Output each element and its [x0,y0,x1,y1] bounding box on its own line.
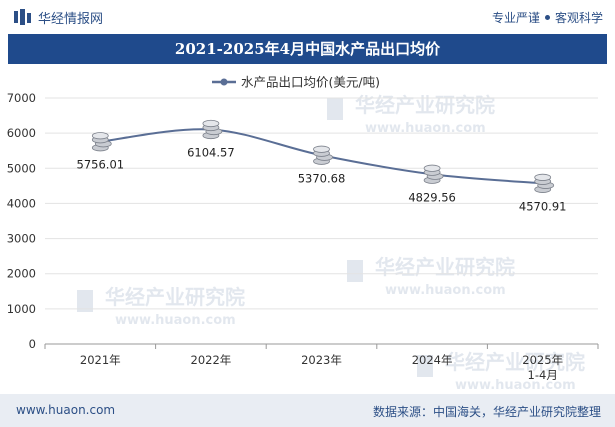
huajing-logo-icon [14,9,31,25]
data-point-coin-icon [202,119,223,140]
footer-url[interactable]: www.huaon.com [16,403,116,417]
watermark-url: www.huaon.com [455,378,576,393]
y-tick-label: 1000 [7,302,36,316]
data-source: 数据来源：中国海关，华经产业研究院整理 [372,405,601,419]
watermark-logo-icon [417,355,433,377]
watermark-group: 华经产业研究院 www.huaon.com 华经产业研究院 www.huaon.com… [77,93,585,393]
x-tick-label: 2022年 [191,353,232,367]
coin-top [202,119,220,128]
tagline-right: 客观科学 [554,11,603,25]
line-chart: 华经产业研究院 www.huaon.com 华经产业研究院 www.huaon.com… [7,75,599,393]
data-label: 4570.91 [519,199,567,213]
watermark-text: 华经产业研究院 [105,285,245,309]
data-point-coin-icon [534,173,555,193]
legend-label: 水产品出口均价(美元/吨) [241,75,380,90]
watermark-url: www.huaon.com [365,121,486,136]
y-tick-label: 4000 [7,196,36,210]
data-point-coin-icon [91,132,112,152]
y-tick-label: 7000 [7,91,36,105]
y-tick-label: 5000 [7,161,36,175]
watermark-logo-icon [77,290,93,312]
data-label: 6104.57 [187,145,235,159]
watermark-text: 华经产业研究院 [355,93,495,117]
brand-name: 华经情报网 [38,12,104,27]
data-label: 4829.56 [408,190,456,204]
x-tick-label: 2023年 [301,353,342,367]
footer: www.huaon.com 数据来源：中国海关，华经产业研究院整理 [0,394,615,427]
x-tick-label: 1-4月 [528,368,558,382]
watermark-logo-icon [327,98,343,120]
coin-top [534,173,552,181]
data-point-coin-icon [423,164,444,184]
tagline: 专业严谨 客观科学 [492,9,603,26]
watermark-text: 华经产业研究院 [445,350,585,374]
coin-top [423,164,441,172]
legend-marker [220,78,228,86]
top-bar: 华经情报网 专业严谨 客观科学 [0,0,615,34]
coin-top [313,145,330,153]
watermark-url: www.huaon.com [385,283,506,298]
chart-title: 2021-2025年4月中国水产品出口均价 [8,34,607,64]
x-tick-label: 2021年 [80,353,121,367]
coin-top [91,132,109,140]
y-tick-label: 2000 [7,267,36,281]
data-label: 5756.01 [77,158,125,172]
data-point-coin-icon [313,145,333,165]
tagline-left: 专业严谨 [491,11,540,25]
data-label: 5370.68 [298,171,346,185]
y-tick-label: 3000 [7,232,36,246]
y-tick-label: 6000 [7,126,36,140]
y-tick-label: 0 [29,337,36,351]
watermark-logo-icon [347,260,363,282]
dot-separator-icon [544,15,550,20]
x-tick-label: 2025年 [522,353,563,367]
watermark-text: 华经产业研究院 [375,255,515,279]
watermark-url: www.huaon.com [115,313,236,328]
x-tick-label: 2024年 [412,353,453,367]
